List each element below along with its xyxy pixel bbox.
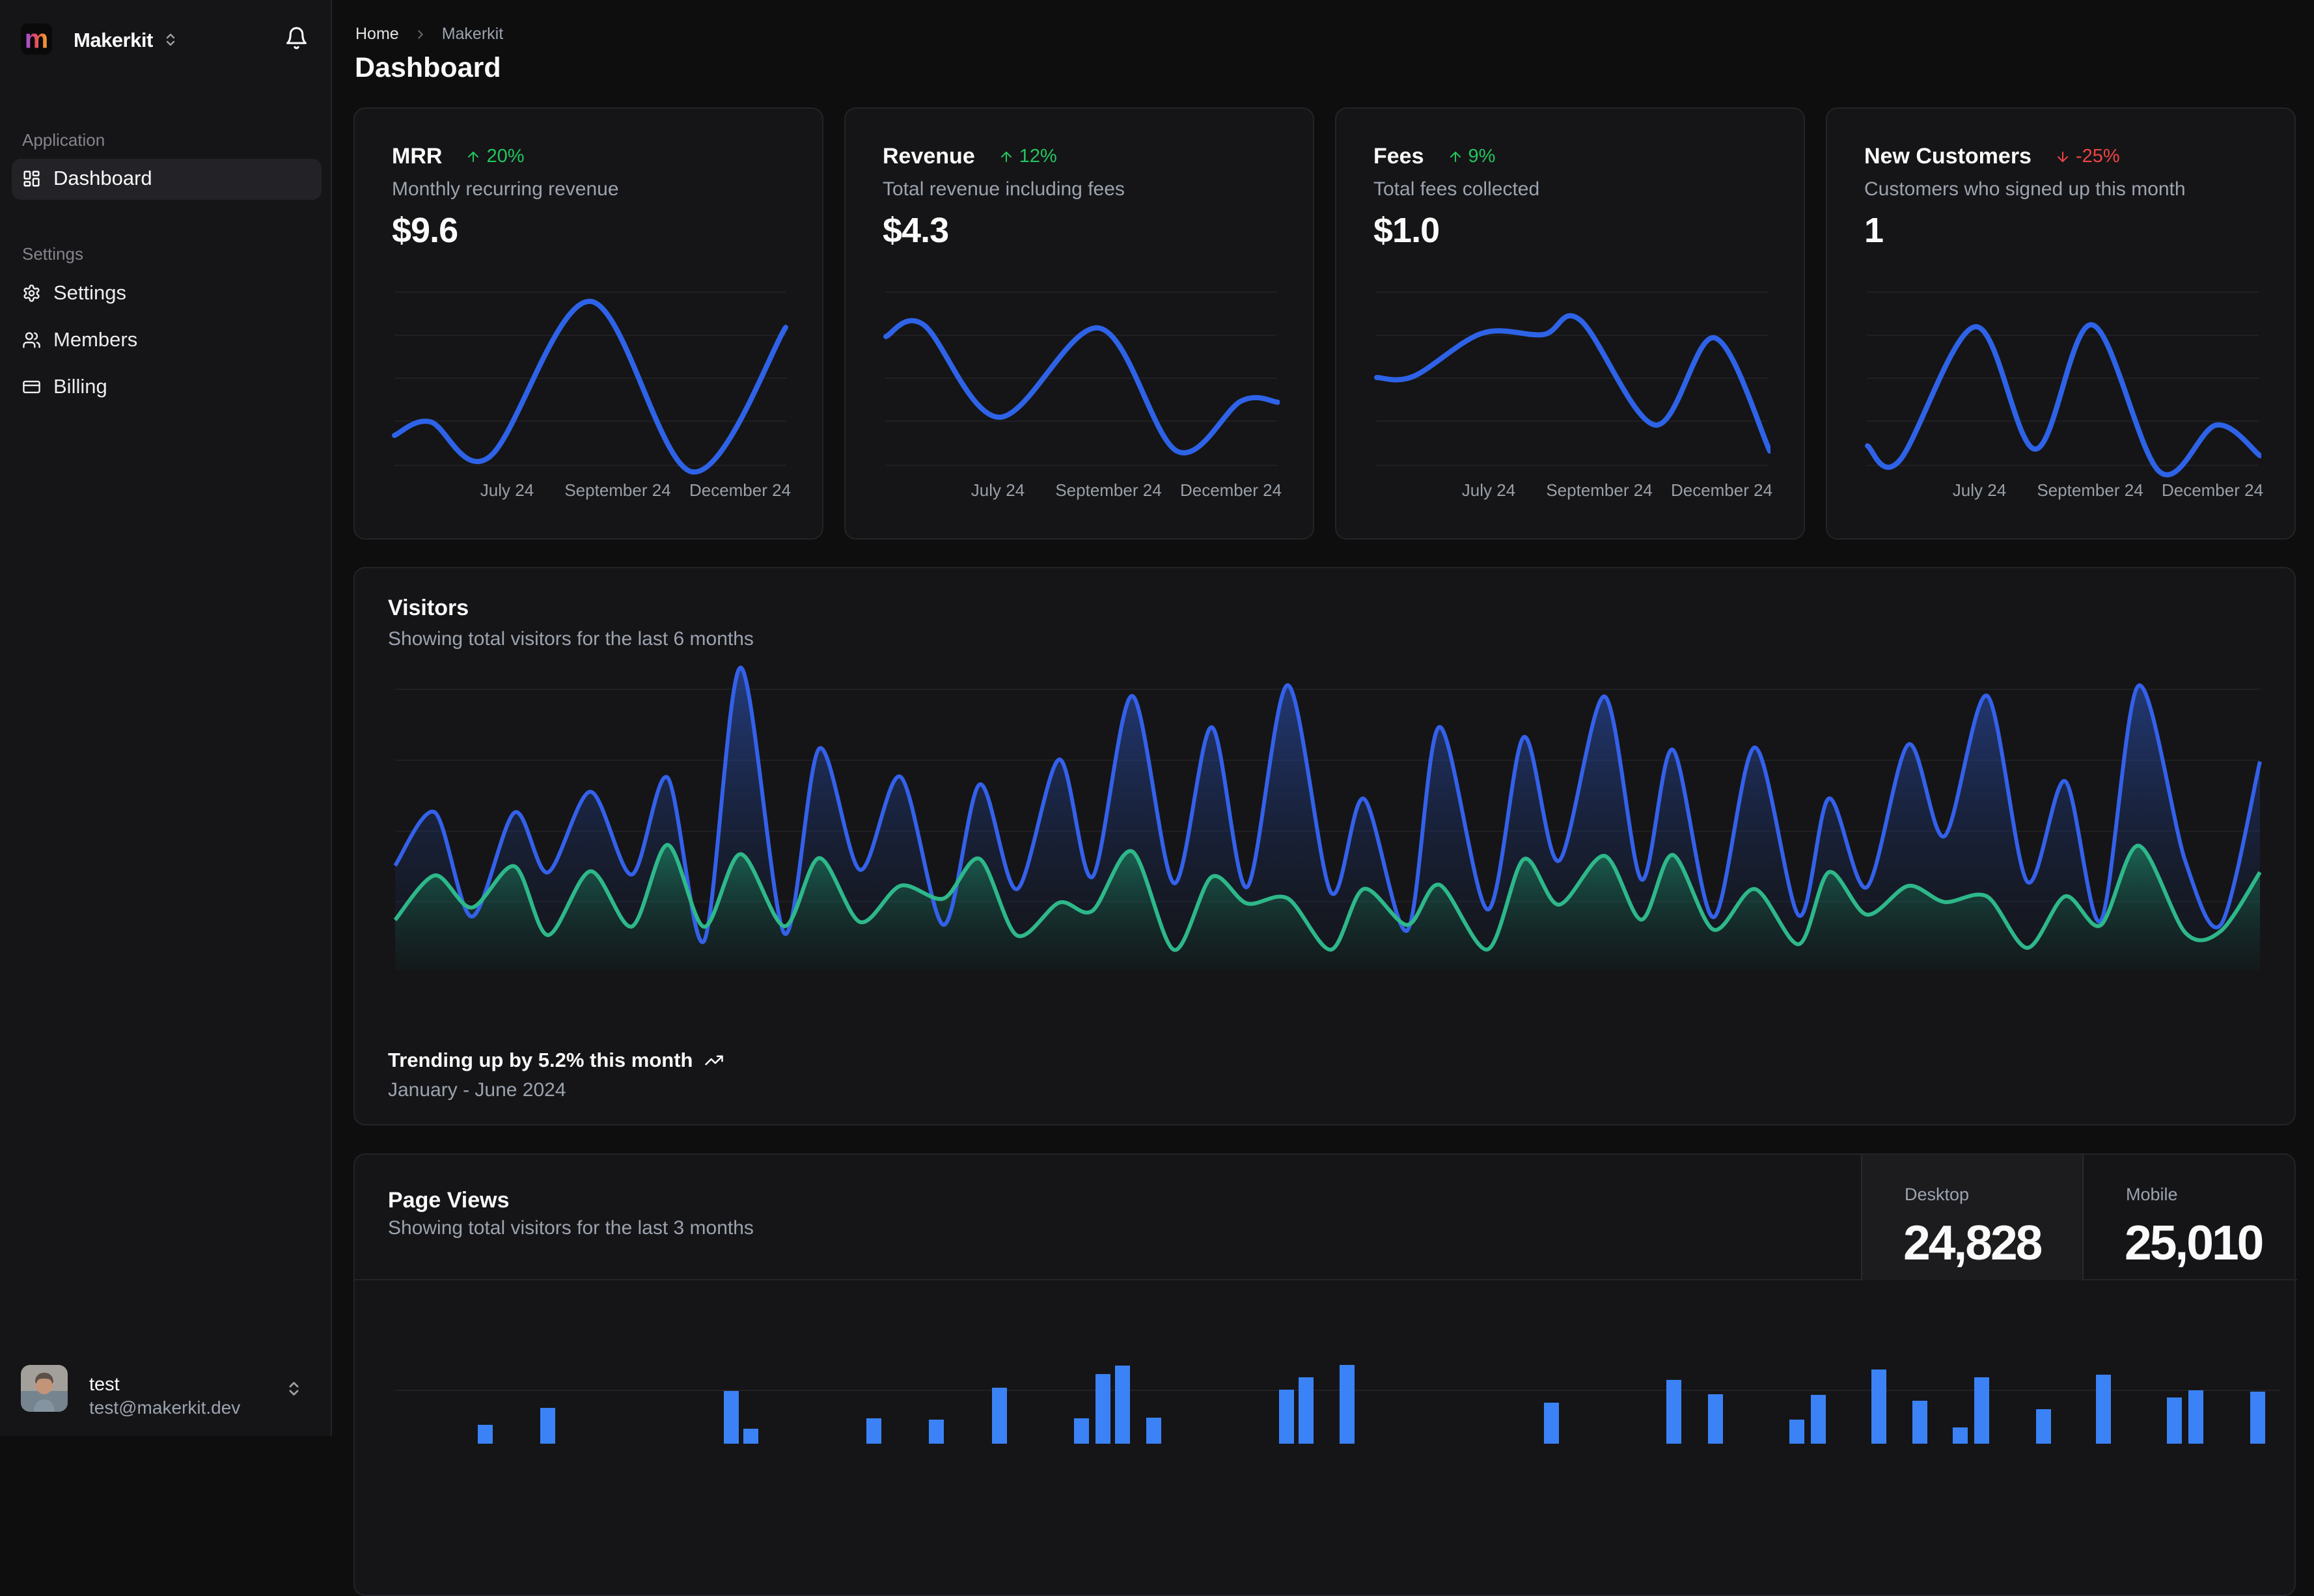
svg-text:m: m <box>25 24 48 54</box>
